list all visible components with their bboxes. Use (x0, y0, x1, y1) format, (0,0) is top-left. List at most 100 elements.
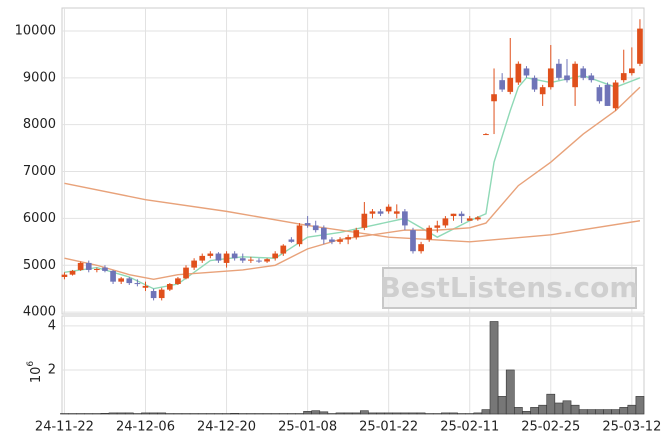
candle-body (297, 225, 303, 244)
candle-body (524, 68, 530, 75)
candle-body (443, 218, 449, 225)
candle-body (329, 239, 335, 241)
volume-bar (109, 413, 117, 414)
candle-body (321, 228, 327, 240)
y-tick-label: 10000 (15, 23, 56, 38)
candle-body (362, 214, 368, 228)
moving-average (64, 87, 640, 279)
volume-bar (571, 405, 579, 414)
watermark-box: BestListens.com (379, 268, 638, 308)
volume-bar (595, 410, 603, 414)
candle-body (564, 75, 570, 80)
volume-bar (482, 410, 490, 414)
volume-panel (62, 316, 644, 414)
y-tick-label: 6000 (23, 211, 56, 226)
candle-body (272, 254, 278, 259)
candle-body (459, 214, 465, 216)
volume-bar (514, 407, 522, 414)
x-tick-label: 24-12-20 (197, 420, 256, 435)
candle-body (62, 275, 68, 277)
candle-body (191, 261, 197, 268)
candle-body (167, 284, 173, 290)
volume-bar (474, 413, 482, 414)
volume-bar (417, 413, 425, 414)
moving-average (64, 75, 640, 288)
volume-bar (628, 405, 636, 414)
x-tick-label: 25-03-12 (602, 420, 661, 435)
volume-bar (360, 411, 368, 414)
y-tick-label: 9000 (23, 70, 56, 85)
candle-body (580, 68, 586, 77)
x-tick-label: 25-02-11 (440, 420, 499, 435)
volume-bar (498, 396, 506, 414)
candle-body (135, 283, 141, 284)
volume-bar (117, 413, 125, 414)
candle-body (94, 269, 100, 270)
volume-bar (587, 410, 595, 414)
volume-bar (409, 413, 417, 414)
candle-body (475, 217, 481, 219)
candle-body (248, 260, 254, 261)
volume-bar (377, 413, 385, 414)
volume-bar (231, 413, 239, 414)
y-tick-label: 8000 (23, 117, 56, 132)
candle-body (467, 218, 473, 220)
candle-body (102, 268, 108, 271)
candle-body (86, 263, 92, 270)
volume-bar (385, 413, 393, 414)
y-tick-label: 5000 (23, 258, 56, 273)
moving-average (64, 183, 640, 242)
candle-body (516, 64, 522, 83)
volume-bar (344, 413, 352, 414)
candle-body (224, 254, 230, 263)
x-tick-label: 25-01-22 (359, 420, 418, 435)
candle-body (216, 254, 222, 261)
candle-body (378, 211, 384, 213)
volume-scale: 106 (26, 361, 44, 384)
scale-exponent: 6 (26, 361, 36, 367)
volume-bar (101, 413, 109, 414)
volume-bar (547, 394, 555, 414)
candle-body (507, 78, 513, 92)
volume-bar (579, 410, 587, 414)
candle-body (353, 230, 359, 237)
volume-bar (336, 413, 344, 414)
volume-bar (441, 413, 449, 414)
candle-body (418, 244, 424, 251)
candle-body (118, 278, 124, 281)
volume-bar (636, 396, 644, 414)
scale-base: 10 (29, 367, 44, 384)
x-tick-label: 25-02-25 (521, 420, 580, 435)
y-tick-label: 4000 (23, 305, 56, 320)
candle-body (345, 237, 351, 239)
volume-tick-label: 2 (48, 362, 56, 377)
volume-bar (141, 413, 149, 414)
volume-bar (555, 403, 563, 414)
candle-body (313, 225, 319, 230)
candle-body (183, 268, 189, 279)
volume-bar (158, 413, 166, 414)
candle-body (532, 78, 538, 90)
candle-body (232, 254, 238, 259)
candle-body (483, 134, 489, 135)
candle-body (637, 29, 643, 64)
candle-body (410, 230, 416, 251)
volume-bar (352, 413, 360, 414)
volume-bar (368, 413, 376, 414)
y-tick-label: 7000 (23, 164, 56, 179)
candle-body (208, 254, 214, 256)
candle-body (78, 263, 84, 270)
volume-bar (506, 370, 514, 414)
candle-body (126, 278, 132, 283)
volume-bar (393, 413, 401, 414)
volume-bar (312, 411, 320, 414)
volume-bar (522, 411, 530, 414)
volume-bar (539, 405, 547, 414)
candle-body (199, 256, 205, 261)
candle-body (572, 64, 578, 87)
volume-bar (125, 413, 133, 414)
x-tick-label: 24-12-06 (116, 420, 175, 435)
candle-body (240, 258, 246, 260)
watermark: BestListens.com (379, 271, 638, 304)
candle-body (175, 278, 181, 284)
